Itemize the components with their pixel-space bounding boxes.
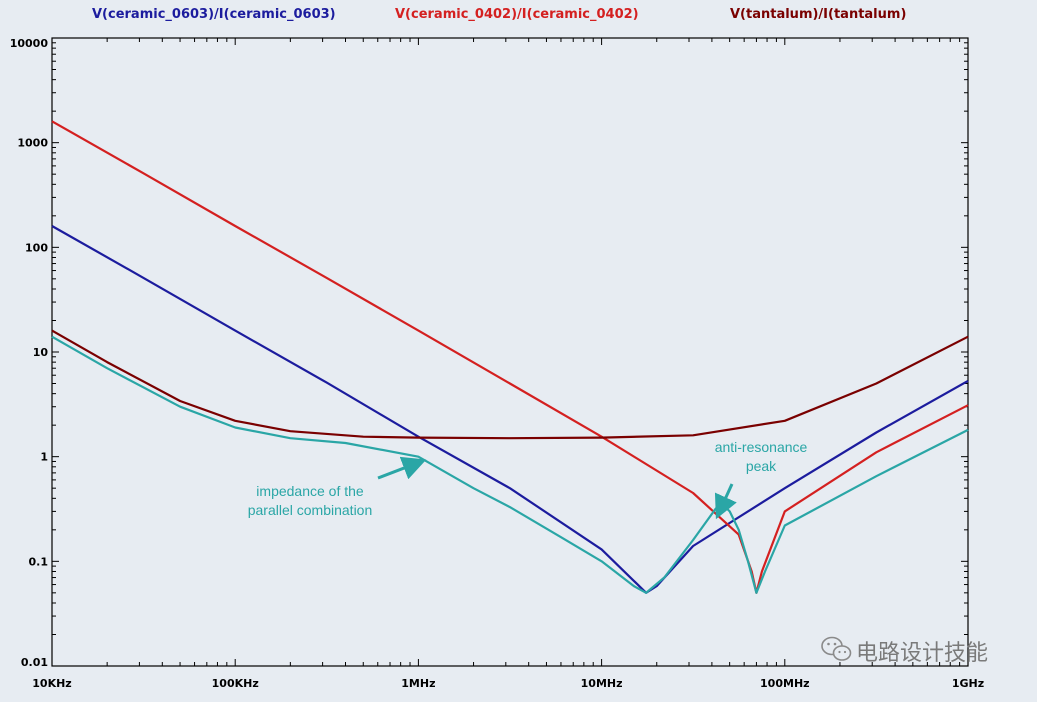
x-tick-label-0: 10KHz <box>32 677 71 690</box>
y-tick-label-5: 0.1 <box>29 555 49 568</box>
y-tick-label-6: 0.01 <box>21 656 48 669</box>
annotations: impedance of the parallel combination anti… <box>248 439 808 520</box>
legend-entry-2: V(tantalum)/I(tantalum) <box>730 7 906 22</box>
y-tick-label-3: 10 <box>33 346 49 359</box>
series-line-0 <box>51 225 969 594</box>
wechat-icon <box>821 636 852 661</box>
watermark-text: 电路设计技能 <box>856 641 988 666</box>
annotation-text-0: impedance of the parallel combination <box>248 483 373 518</box>
legend-entry-1: V(ceramic_0402)/I(ceramic_0402) <box>395 7 639 22</box>
annotation-arrow-1 <box>714 483 737 520</box>
x-tick-label-3: 10MHz <box>581 677 623 690</box>
legend: V(ceramic_0603)/I(ceramic_0603) V(ceramic… <box>92 7 906 22</box>
y-tick-label-1: 1000 <box>17 137 48 150</box>
y-tick-label-0: 10000 <box>10 37 49 50</box>
x-tick-label-1: 100KHz <box>212 677 259 690</box>
plot-frame <box>51 37 969 667</box>
x-tick-label-5: 1GHz <box>952 677 984 690</box>
series-line-1 <box>51 120 969 594</box>
annotation-arrow-0 <box>377 456 427 480</box>
x-tick-label-4: 100MHz <box>760 677 810 690</box>
x-tick-label-2: 1MHz <box>401 677 435 690</box>
y-tick-label-4: 1 <box>40 451 48 464</box>
axis-ticks: 10KHz 100KHz 1MHz 10MHz 100MHz 1GHz 10000 1000 1… <box>10 37 984 690</box>
series-line-3 <box>51 335 969 594</box>
legend-entry-0: V(ceramic_0603)/I(ceramic_0603) <box>92 7 336 22</box>
series-lines <box>51 120 969 594</box>
y-tick-label-2: 100 <box>25 241 48 254</box>
series-line-2 <box>51 329 969 440</box>
watermark: 电路设计技能 <box>821 636 988 666</box>
annotation-text-1: anti-resonance peak <box>715 439 808 474</box>
